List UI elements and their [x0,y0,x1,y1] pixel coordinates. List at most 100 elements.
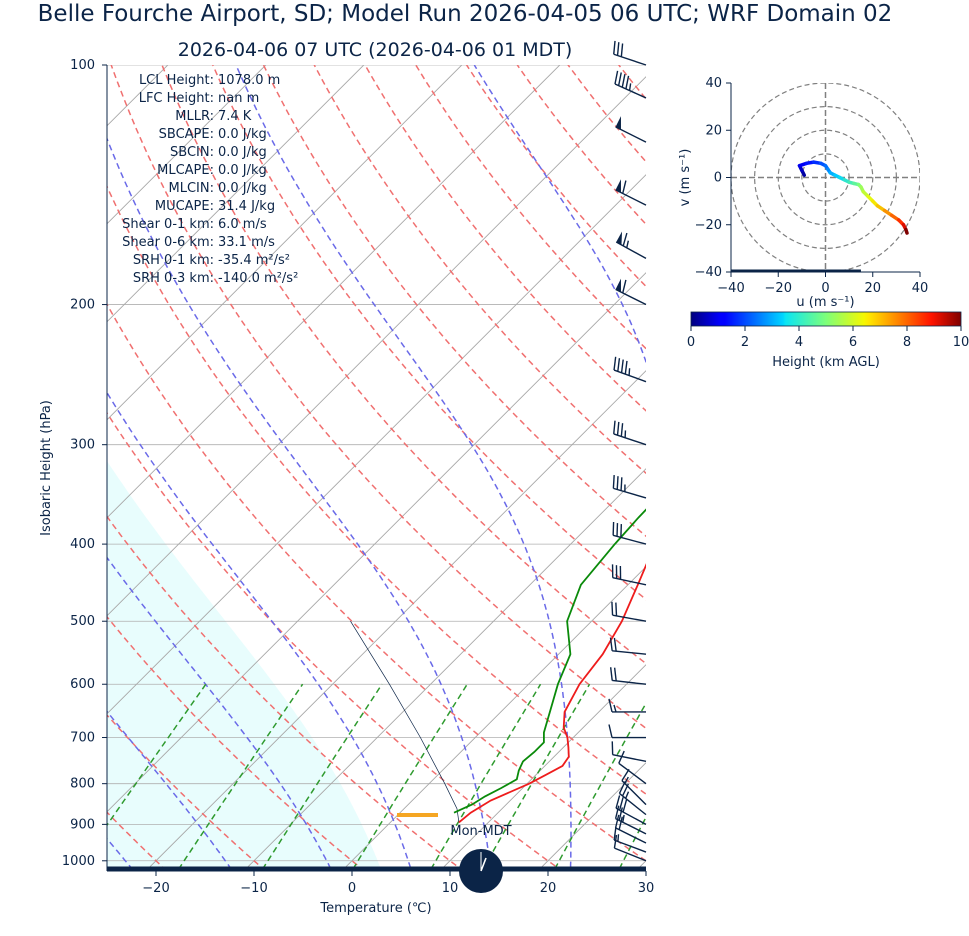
hodo-x-axis-label: u (m s⁻¹) [796,295,854,310]
hodo-y-tick-label: −40 [695,265,722,280]
mixing-ratio-line [662,684,761,877]
dry-adiabat [262,65,646,538]
wind-barb [614,70,647,99]
stat-label: SRH 0-1 km: [132,253,214,268]
clock-label: Mon-MDT [450,824,511,839]
wind-barb [612,521,647,545]
dry-adiabat [107,184,646,795]
wind-barb [614,814,647,844]
mixing-ratio-line [552,701,646,871]
skew-t-plot-area [0,47,969,877]
isotherm-line [107,174,646,715]
isotherm-line [107,65,463,421]
colorbar-label: Height (km AGL) [772,355,880,370]
isotherm-line [734,65,969,871]
x-axis-label: Temperature (℃) [319,901,431,916]
mixing-ratio-line [617,815,646,871]
moist-adiabat [473,65,646,365]
y-tick-label: 1000 [62,854,95,869]
y-tick-label: 600 [70,677,95,692]
dry-adiabat [107,302,646,862]
stat-label: SBCIN: [170,145,214,160]
y-tick-label: 300 [70,438,95,453]
wind-barb [611,601,647,622]
stat-value: -35.4 m²/s² [218,253,291,268]
wind-barb [613,420,647,446]
stat-label: LFC Height: [138,91,214,106]
wind-barb [613,40,647,66]
stat-label: SBCAPE: [158,127,214,142]
isotherm-line [107,65,267,225]
colorbar-tick-label: 10 [953,335,969,350]
dry-adiabat [107,411,564,871]
hodo-x-tick-label: 0 [821,281,829,296]
colorbar-gradient [690,311,962,327]
y-tick-label: 100 [70,58,95,73]
x-tick-label: −20 [142,881,169,896]
stat-value: 0.0 J/kg [218,127,267,142]
hodo-x-tick-label: −40 [717,281,744,296]
x-tick-label: 30 [638,881,655,896]
colorbar-tick-label: 2 [741,335,749,350]
dry-adiabat [313,65,646,475]
x-tick-label: 10 [442,881,459,896]
wind-barb [613,834,647,862]
hodo-y-tick-label: 40 [705,76,722,91]
wind-barb [608,698,646,713]
stat-value: 0.0 J/kg [218,181,267,196]
y-tick-label: 500 [70,614,95,629]
hodo-x-tick-label: 40 [912,281,929,296]
stat-label: SRH 0-3 km: [132,271,214,286]
stat-label: Shear 0-6 km: [122,235,214,250]
temperature-profile [458,563,646,824]
isotherm-line [439,664,646,871]
stat-label: MLLR: [175,109,214,124]
dry-adiabat [110,65,646,730]
mixing-ratio-line [107,683,207,827]
stat-label: MUCAPE: [154,199,214,214]
stat-label: Shear 0-1 km: [122,217,214,232]
stat-value: 1078.0 m [218,73,281,88]
stat-value: 31.4 J/kg [218,199,276,214]
wind-barb [612,475,647,499]
moist-adiabat [107,710,234,871]
stat-value: 0.0 J/kg [218,145,267,160]
hodograph-segment [904,227,909,235]
stat-value: 6.0 m/s [218,217,267,232]
hodo-x-tick-label: 20 [864,281,881,296]
stat-value: -140.0 m²/s² [218,271,299,286]
dry-adiabat [705,47,969,877]
moist-adiabat [107,556,333,871]
dry-adiabat [0,47,75,877]
chart-subtitle: 2026-04-06 07 UTC (2026-04-06 01 MDT) [178,39,573,61]
wind-barb [615,795,647,825]
isotherm-line [537,762,646,871]
hodo-y-tick-label: −20 [695,218,722,233]
colorbar-tick-label: 6 [849,335,857,350]
x-tick-label: 20 [540,881,557,896]
dry-adiabat [516,65,646,226]
wind-barb [613,356,647,383]
hodo-y-tick-label: 0 [714,171,722,186]
isotherm-line [107,272,646,813]
y-tick-label: 200 [70,298,95,313]
dry-adiabat [211,65,646,601]
hodo-y-tick-label: 20 [705,123,722,138]
moist-adiabat [107,136,492,871]
dry-adiabat [107,615,366,871]
isotherm-line [243,468,646,871]
y-tick-label: 700 [70,731,95,746]
x-tick-label: 0 [348,881,356,896]
isotherm-line [107,65,365,323]
hodo-y-axis-label: v (m s⁻¹) [678,149,693,207]
colorbar-tick-label: 4 [795,335,803,350]
wind-barb [615,179,647,206]
stat-label: MLCIN: [168,181,214,196]
moist-adiabat [235,65,572,871]
y-tick-label: 900 [70,817,95,832]
wind-barb [621,768,647,806]
y-tick-label: 800 [70,777,95,792]
cape-fill-region [107,461,382,871]
wind-barb [608,724,646,739]
